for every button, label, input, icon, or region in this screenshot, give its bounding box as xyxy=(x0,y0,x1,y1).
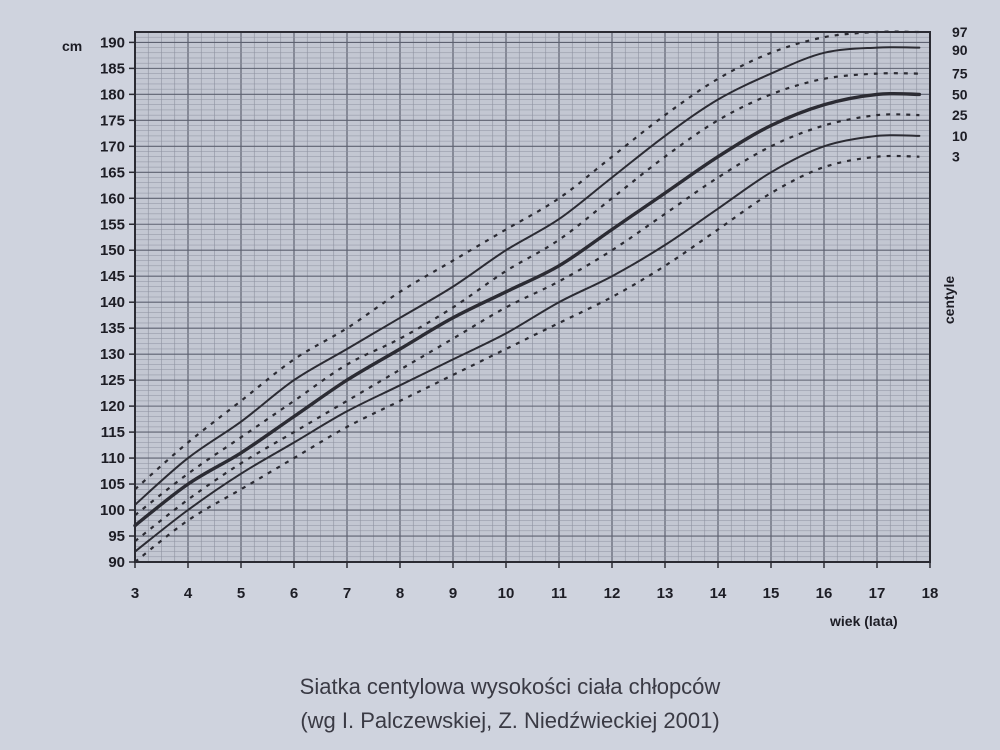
y-tick-label: 155 xyxy=(100,216,125,233)
x-tick-label: 4 xyxy=(184,585,193,602)
y-tick-label: 100 xyxy=(100,502,125,519)
x-tick-label: 10 xyxy=(498,585,515,602)
y-tick-label: 160 xyxy=(100,190,125,207)
x-tick-label: 13 xyxy=(657,585,674,602)
x-tick-label: 7 xyxy=(343,585,351,602)
percentile-label-10: 10 xyxy=(952,128,968,144)
y-tick-label: 110 xyxy=(101,450,125,467)
x-tick-label: 6 xyxy=(290,585,298,602)
legend-title: centyle xyxy=(941,276,957,324)
y-tick-label: 90 xyxy=(108,554,125,571)
y-tick-label: 185 xyxy=(100,60,125,77)
y-tick-label: 190 xyxy=(100,34,125,51)
x-tick-label: 17 xyxy=(869,585,886,602)
percentile-label-50: 50 xyxy=(952,86,968,102)
y-tick-label: 150 xyxy=(100,242,125,259)
x-tick-label: 11 xyxy=(551,585,567,602)
x-tick-label: 5 xyxy=(237,585,245,602)
percentile-label-97: 97 xyxy=(952,24,968,40)
y-tick-label: 130 xyxy=(100,346,125,363)
x-tick-label: 14 xyxy=(710,585,727,602)
grid xyxy=(134,31,931,563)
percentile-line-97 xyxy=(134,30,920,491)
x-tick-label: 18 xyxy=(922,585,939,602)
x-tick-label: 12 xyxy=(604,585,621,602)
x-axis-title: wiek (lata) xyxy=(829,613,898,629)
y-tick-label: 135 xyxy=(100,320,125,337)
y-tick-label: 105 xyxy=(100,476,125,493)
y-tick-label: 170 xyxy=(100,138,125,155)
percentile-line-3 xyxy=(134,154,920,563)
percentile-label-3: 3 xyxy=(952,149,960,165)
y-axis-unit: cm xyxy=(62,38,82,54)
caption-line-1: Siatka centylowa wysokości ciała chłopcó… xyxy=(300,674,721,699)
percentile-label-90: 90 xyxy=(952,42,968,58)
percentile-line-90 xyxy=(134,46,921,506)
percentile-labels: 97 90 75 50 25 10 3 xyxy=(952,24,968,165)
x-tick-label: 3 xyxy=(131,585,139,602)
percentile-line-10 xyxy=(134,134,921,553)
percentile-label-75: 75 xyxy=(952,66,968,82)
x-tick-label: 8 xyxy=(396,585,404,602)
caption-line-2: (wg I. Palczewskiej, Z. Niedźwieckiej 20… xyxy=(300,708,719,733)
percentile-line-50 xyxy=(133,91,922,528)
percentile-line-25 xyxy=(134,113,920,543)
y-tick-label: 95 xyxy=(108,528,125,545)
y-tick-label: 125 xyxy=(100,372,125,389)
y-tick-label: 165 xyxy=(100,164,125,181)
y-tick-label: 145 xyxy=(100,268,125,285)
y-tick-label: 120 xyxy=(100,398,125,415)
x-tick-labels: 3 4 5 6 7 8 9 10 11 12 13 14 15 16 17 18 xyxy=(131,562,939,602)
percentile-label-25: 25 xyxy=(952,107,968,123)
x-tick-label: 9 xyxy=(449,585,457,602)
percentile-line-75 xyxy=(134,72,920,517)
percentile-lines xyxy=(133,30,922,563)
y-tick-label: 175 xyxy=(100,112,125,129)
x-tick-label: 16 xyxy=(816,585,833,602)
y-tick-label: 180 xyxy=(100,86,125,103)
y-tick-label: 115 xyxy=(101,424,125,441)
x-tick-label: 15 xyxy=(763,585,780,602)
plot-frame xyxy=(134,31,931,563)
y-tick-labels: 90 95 100 105 110 115 120 125 130 135 140 145 150 155… xyxy=(100,34,135,571)
y-tick-label: 140 xyxy=(100,294,125,311)
